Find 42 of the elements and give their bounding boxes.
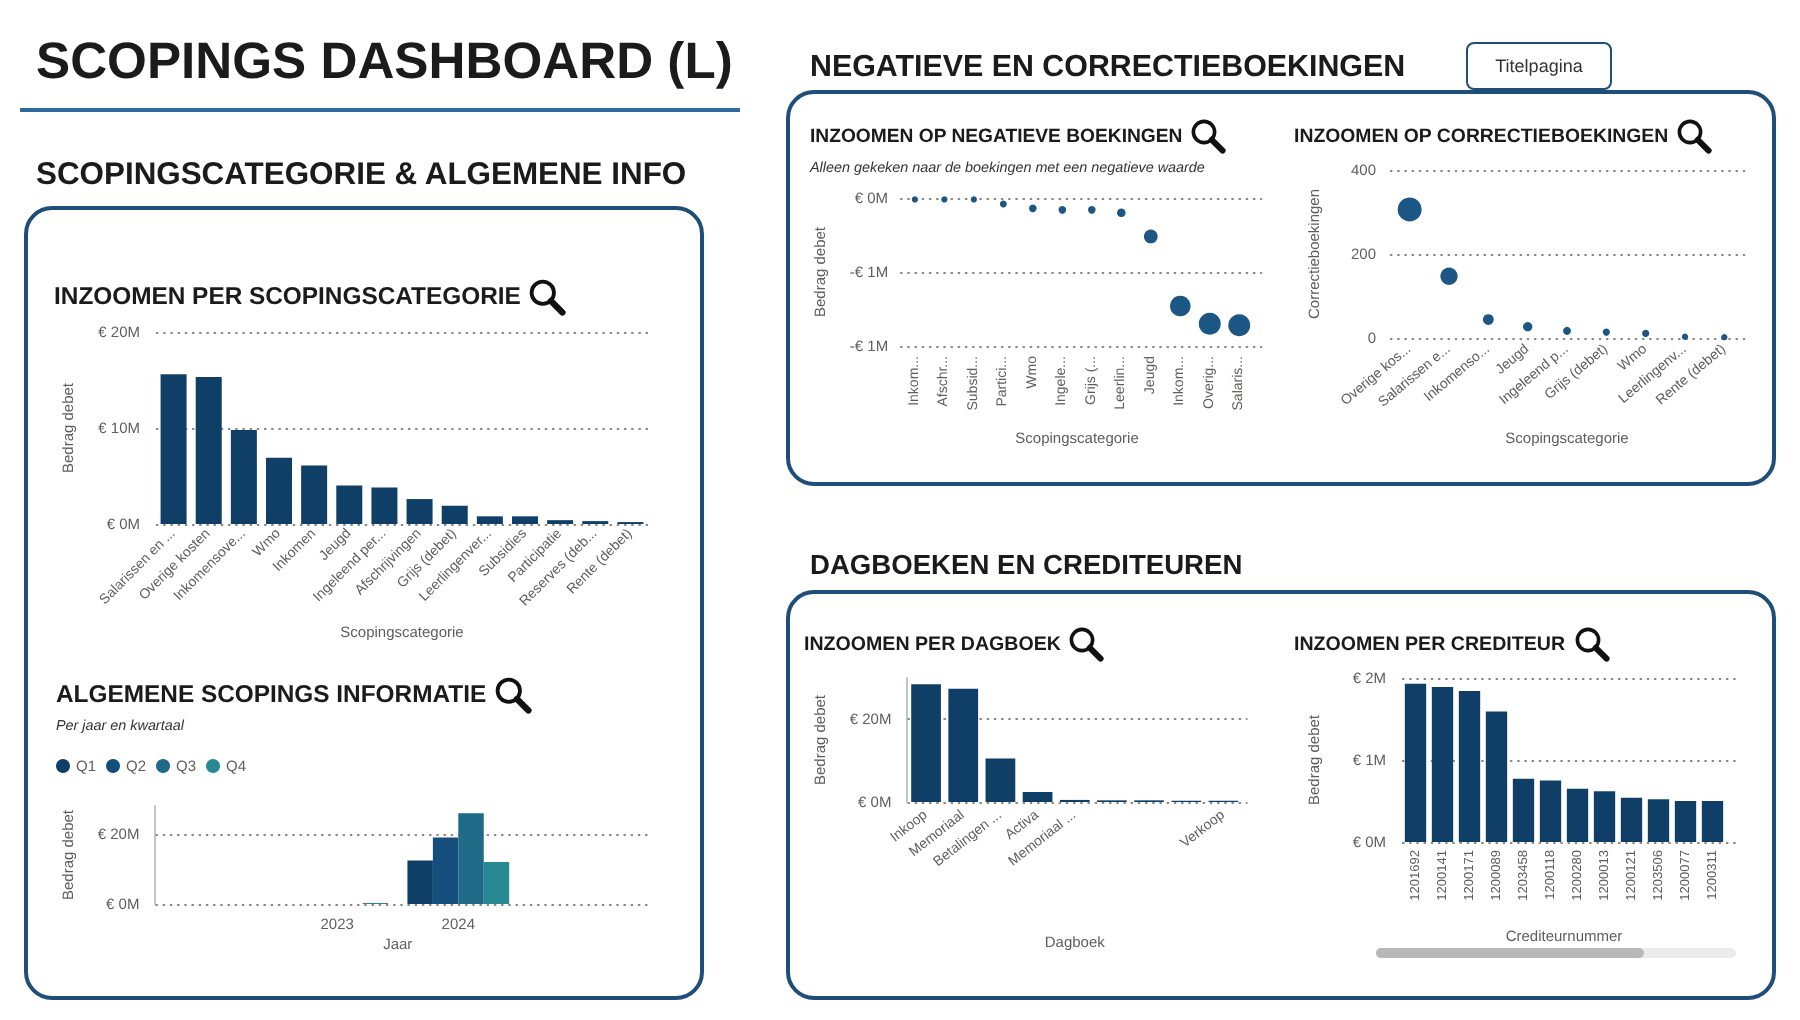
chart-title: INZOOMEN OP NEGATIEVE BOEKINGEN: [810, 125, 1183, 147]
bar: [371, 487, 398, 524]
page-button: Titelpagina: [1466, 42, 1612, 90]
chart-title: INZOOMEN PER SCOPINGSCATEGORIE: [54, 282, 521, 310]
bar: [230, 429, 257, 524]
bar: [406, 499, 433, 524]
bar: [1701, 801, 1724, 842]
bar: [1674, 801, 1697, 842]
bar: [911, 684, 941, 802]
bar: [1593, 791, 1616, 842]
text: SCOPINGS DASHBOARD (L): [36, 32, 733, 94]
chart-title: INZOOMEN PER DAGBOEK: [804, 633, 1061, 655]
bar: [1512, 778, 1535, 842]
bar: [483, 862, 510, 904]
bar: [301, 465, 328, 524]
bar: [441, 505, 468, 524]
bar: [1620, 797, 1643, 842]
chart-title: INZOOMEN OP CORRECTIEBOEKINGEN: [1294, 125, 1669, 147]
bar: [1647, 799, 1670, 842]
bar: [1022, 792, 1053, 802]
bar: [1404, 683, 1427, 842]
text: SCOPINGSCATEGORIE & ALGEMENE INFO: [36, 158, 687, 196]
bar: [266, 457, 292, 524]
text: NEGATIEVE EN CORRECTIEBOEKINGEN: [810, 50, 1406, 87]
bar: [458, 813, 484, 904]
text: DAGBOEKEN EN CREDITEUREN: [810, 550, 1243, 584]
bar: [1539, 780, 1562, 842]
bar: [1566, 788, 1589, 842]
bar: [512, 516, 538, 524]
bar: [948, 688, 979, 802]
chart-title: ALGEMENE SCOPINGS INFORMATIE: [56, 680, 487, 708]
bar: [1458, 691, 1481, 842]
bar: [1431, 687, 1454, 842]
chart-title: INZOOMEN PER CREDITEUR: [1294, 633, 1566, 655]
bar: [195, 377, 222, 524]
bar: [476, 516, 503, 524]
bar: [432, 837, 459, 904]
bar: [1485, 711, 1508, 842]
bar: [407, 860, 433, 904]
bar: [985, 758, 1016, 802]
bar: [160, 374, 187, 524]
bar: [336, 485, 363, 524]
